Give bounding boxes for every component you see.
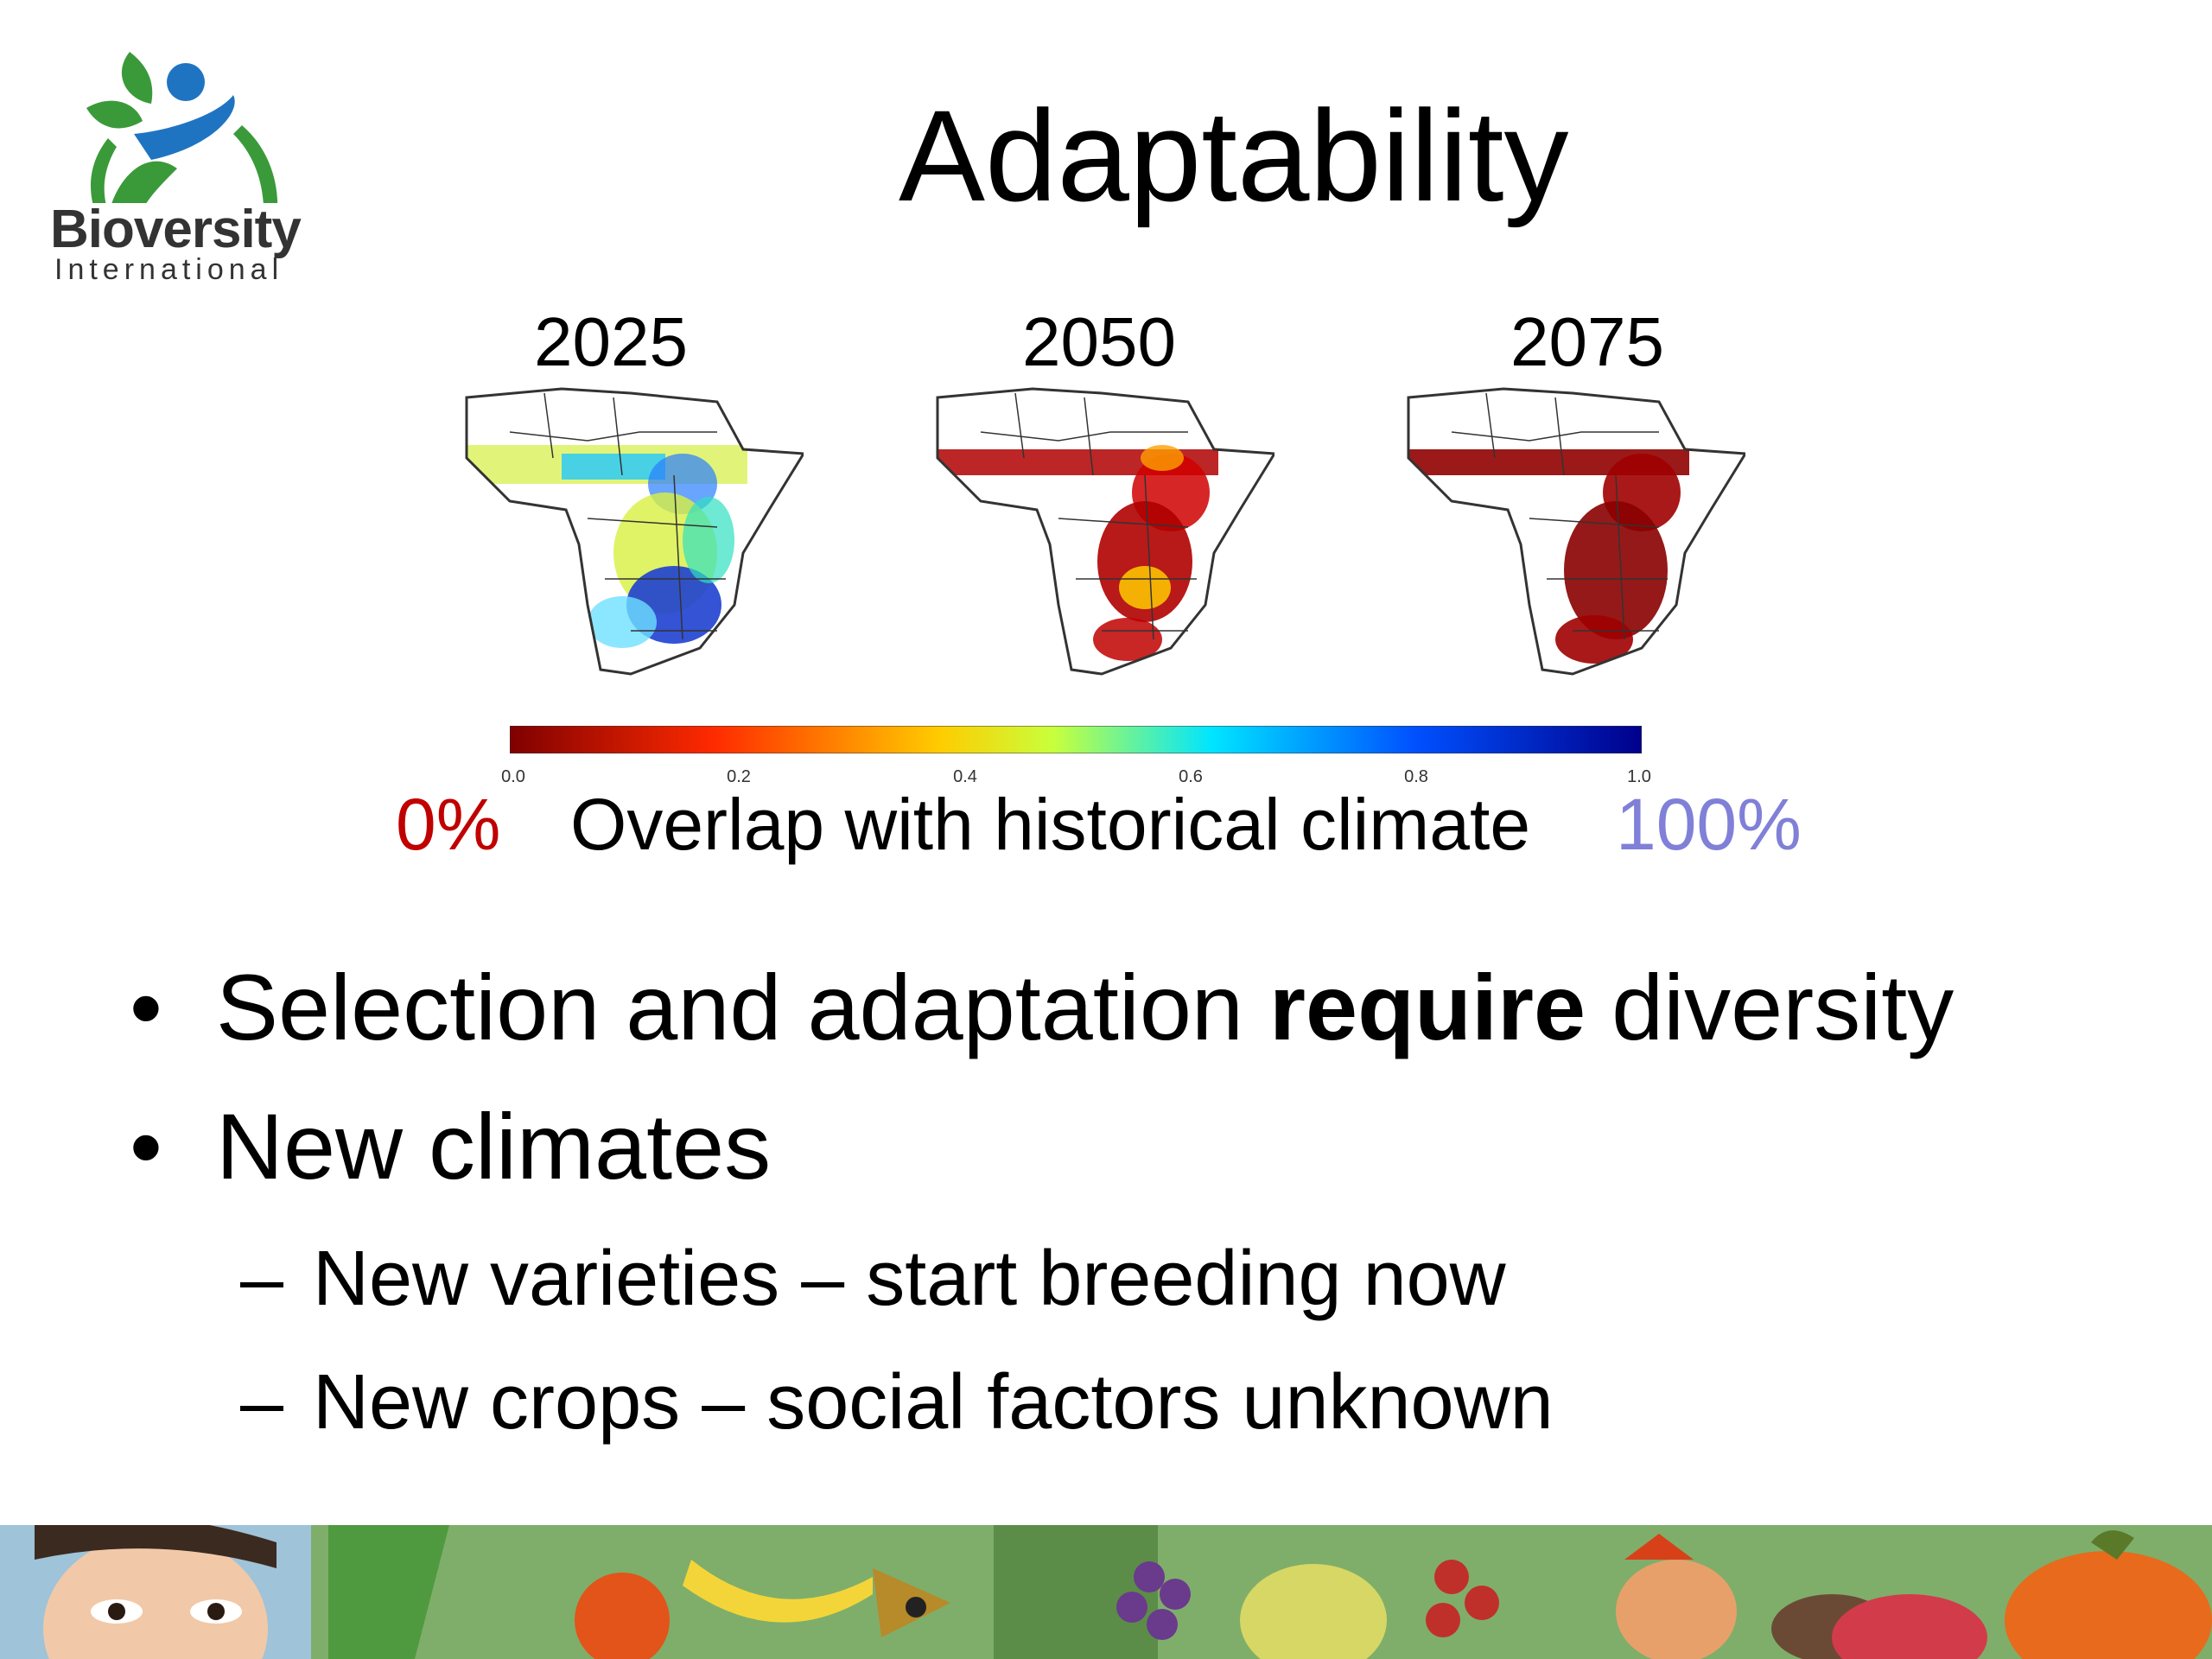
slide-title: Adaptability	[899, 83, 1569, 228]
logo: Bioversity International	[48, 48, 324, 289]
bullet-1-text-end: diversity	[1586, 955, 1955, 1059]
africa-map-2050-icon	[936, 387, 1274, 676]
bullet-marker: •	[130, 1094, 162, 1198]
colorbar-tick: 0.4	[953, 767, 977, 786]
legend-caption: Overlap with historical climate	[570, 784, 1531, 865]
sub-bullet-dash: –	[240, 1359, 284, 1446]
colorbar-tick: 1.0	[1627, 767, 1651, 786]
bullet-marker: •	[130, 955, 162, 1059]
sub-bullet-dash: –	[240, 1236, 284, 1322]
colorbar-tick: 0.8	[1404, 767, 1428, 786]
africa-map-2075-icon	[1407, 387, 1745, 676]
legend-low-label: 0%	[396, 784, 501, 865]
africa-map-2025-icon	[465, 387, 804, 676]
painted-banner-icon	[0, 1525, 2212, 1659]
logo-subtitle: International	[54, 253, 284, 286]
colorbar-tick: 0.2	[727, 767, 751, 786]
bullet-text-1: Selection and adaptation require diversi…	[216, 961, 1954, 1054]
year-label-2025: 2025	[534, 303, 688, 380]
colorbar-tick: 0.0	[501, 767, 525, 786]
logo-wordmark: Bioversity	[50, 200, 302, 259]
sub-bullet-text-1: New varieties – start breeding now	[313, 1236, 1506, 1322]
colorbar	[510, 726, 1642, 753]
bullet-text-2: New climates	[216, 1094, 772, 1198]
colorbar-tick: 0.6	[1179, 767, 1203, 786]
sub-bullet-text-2: New crops – social factors unknown	[313, 1359, 1554, 1446]
year-label-2075: 2075	[1510, 303, 1664, 380]
bioversity-logo-icon	[86, 52, 278, 220]
bullet-item: •	[130, 1100, 162, 1193]
bullet-item: •	[130, 961, 162, 1054]
legend-high-label: 100%	[1616, 784, 1802, 865]
bullet-1-bold-word: require	[1268, 955, 1586, 1059]
bullet-1-text-start: Selection and adaptation	[216, 955, 1269, 1059]
year-label-2050: 2050	[1022, 303, 1176, 380]
